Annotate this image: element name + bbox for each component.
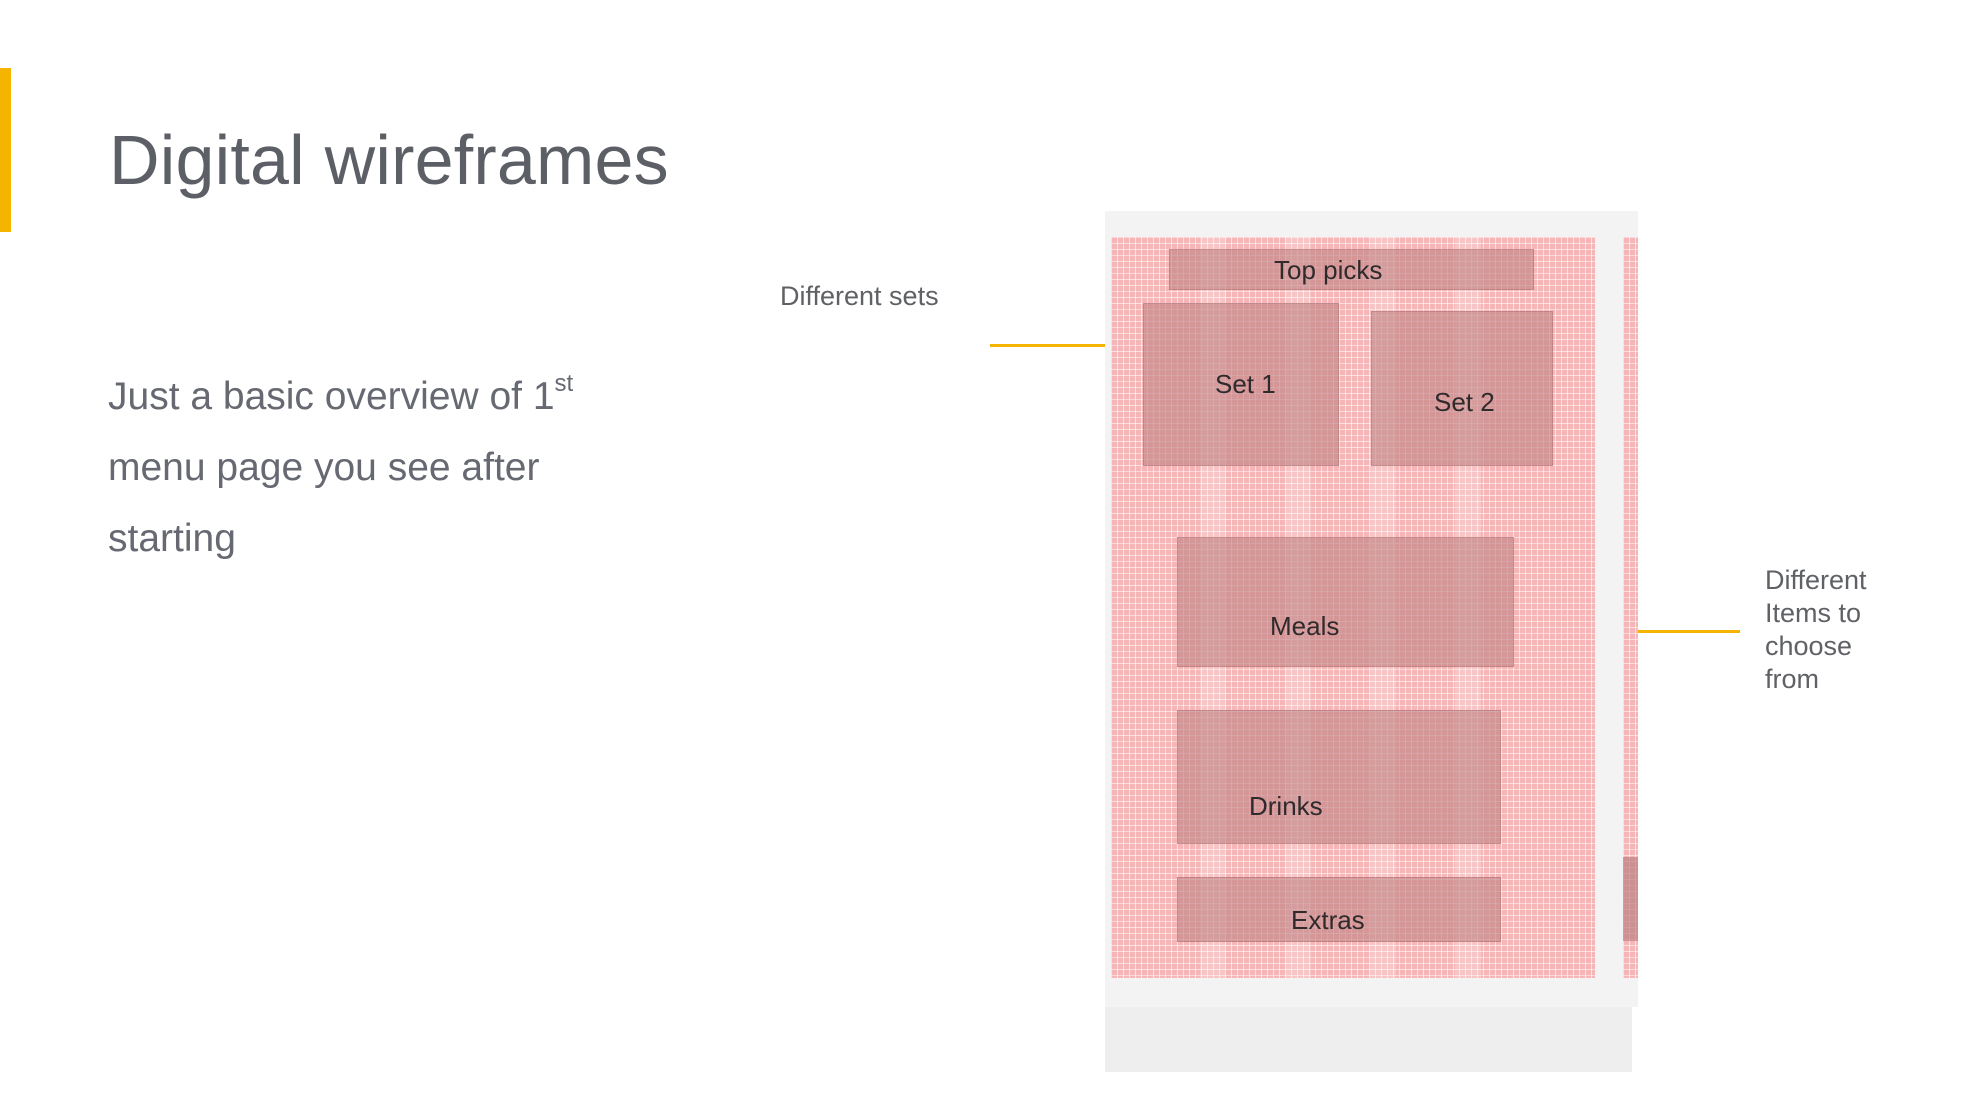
body-text-superscript: st [554, 370, 574, 397]
drinks-label: Drinks [1249, 791, 1323, 821]
body-text-line-2: menu page you see after [108, 446, 540, 489]
meals-block: Meals [1177, 537, 1514, 667]
annotation-different-items-line-3: choose [1765, 631, 1853, 661]
set-2-label: Set 2 [1434, 387, 1495, 417]
annotation-different-items: Different Items to choose from [1765, 564, 1867, 696]
annotation-connector-sets [990, 344, 1105, 347]
body-text-line-1: Just a basic overview of 1 [108, 375, 555, 418]
annotation-different-items-line-1: Different [1765, 565, 1867, 595]
annotation-different-sets: Different sets [780, 281, 939, 311]
annotation-different-items-line-4: from [1765, 664, 1819, 694]
drinks-block: Drinks [1177, 710, 1501, 844]
top-picks-block: Top picks [1169, 249, 1534, 290]
annotation-different-items-line-2: Items to [1765, 598, 1862, 628]
wireframe-grid-side [1623, 237, 1638, 978]
extras-label: Extras [1291, 905, 1365, 935]
extras-block: Extras [1177, 877, 1501, 942]
set-1-block: Set 1 [1143, 303, 1339, 466]
annotation-connector-items [1638, 630, 1740, 633]
body-text-line-3: starting [108, 517, 236, 560]
meals-label: Meals [1270, 611, 1340, 641]
top-picks-label: Top picks [1274, 255, 1383, 285]
slide-title: Digital wireframes [109, 121, 669, 199]
set-2-block: Set 2 [1371, 311, 1553, 466]
accent-bar [0, 68, 11, 232]
body-text: Just a basic overview of 1st menu page y… [108, 352, 628, 574]
side-scroll-block [1623, 857, 1638, 941]
set-1-label: Set 1 [1215, 369, 1276, 399]
